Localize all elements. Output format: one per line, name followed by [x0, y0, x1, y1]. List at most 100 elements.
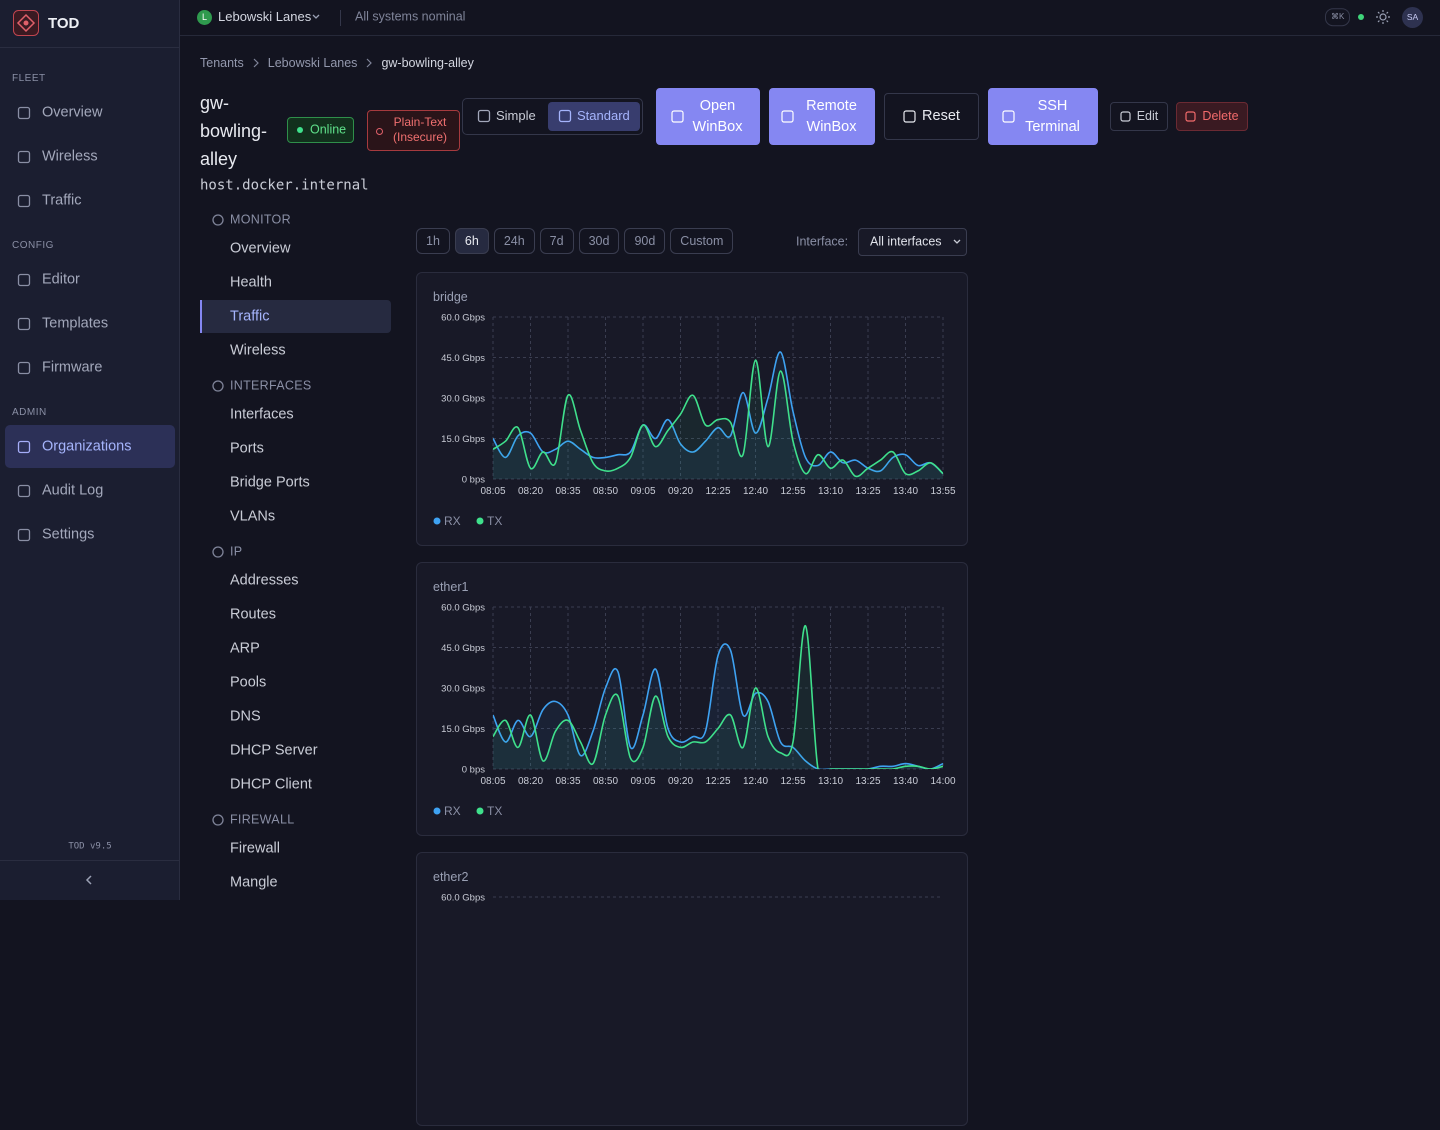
- icon-shape: [17, 484, 31, 498]
- button-icon: [780, 110, 794, 123]
- series-line: [493, 359, 943, 478]
- icon-shape: [17, 317, 31, 331]
- subnav-item[interactable]: DHCP Client: [230, 776, 312, 793]
- x-tick-label: 08:20: [518, 776, 543, 787]
- device-host: host.docker.internal: [200, 177, 369, 194]
- x-tick-label: 08:35: [555, 486, 580, 497]
- time-range-button[interactable]: 1h: [416, 228, 450, 254]
- button-label: SSH Terminal: [1025, 97, 1080, 135]
- subnav-item[interactable]: Wireless: [230, 342, 286, 359]
- subnav-item[interactable]: Overview: [230, 240, 291, 257]
- legend-swatch: [433, 517, 441, 525]
- x-tick-label: 08:05: [480, 486, 505, 497]
- subnav-item[interactable]: Pools: [230, 674, 267, 691]
- user-avatar[interactable]: SA: [1402, 7, 1423, 28]
- icon-shape: [670, 110, 684, 123]
- icon-shape: [903, 110, 916, 123]
- button-label: Delete: [1202, 109, 1239, 123]
- button-icon: [1185, 111, 1197, 122]
- divider: [0, 860, 179, 861]
- nav-item[interactable]: Traffic: [42, 192, 82, 209]
- subnav-item[interactable]: Routes: [230, 606, 276, 623]
- legend-swatch: [433, 807, 441, 815]
- time-range-button[interactable]: Custom: [670, 228, 734, 254]
- x-tick-label: 09:05: [630, 776, 655, 787]
- icon: [477, 109, 491, 123]
- interface-select[interactable]: All interfaces: [858, 228, 967, 256]
- action-button[interactable]: SSH Terminal: [988, 88, 1098, 145]
- collapse-button[interactable]: [82, 873, 96, 887]
- section-label: ADMIN: [12, 407, 47, 418]
- breadcrumb-item[interactable]: Lebowski Lanes: [267, 56, 358, 70]
- icon-shape: [17, 528, 31, 542]
- icon: [17, 273, 31, 287]
- view-option[interactable]: Simple: [467, 102, 545, 131]
- legend-label: RX: [444, 804, 461, 818]
- time-range-button[interactable]: 30d: [578, 228, 620, 254]
- interface-label: Interface:: [796, 234, 849, 249]
- icon-shape: [212, 380, 224, 392]
- nav-item[interactable]: Templates: [42, 315, 109, 332]
- subnav-item[interactable]: Health: [230, 274, 272, 291]
- subnav-item[interactable]: Ports: [230, 440, 264, 457]
- subnav-item[interactable]: DHCP Server: [230, 742, 318, 759]
- divider: [0, 47, 179, 48]
- theme-toggle: [1376, 10, 1390, 24]
- nav-item[interactable]: Organizations: [42, 438, 132, 455]
- subnav-item[interactable]: Addresses: [230, 572, 299, 589]
- subnav-item[interactable]: Mangle: [230, 874, 278, 891]
- x-tick-label: 08:50: [593, 486, 618, 497]
- x-tick-label: 12:25: [705, 486, 730, 497]
- nav-item[interactable]: Overview: [42, 104, 103, 121]
- icon: [212, 546, 224, 558]
- app-version: TOD v9.5: [68, 841, 112, 852]
- view-option-label: Standard: [577, 108, 630, 124]
- active-highlight: [5, 425, 175, 468]
- subnav-item[interactable]: Bridge Ports: [230, 474, 310, 491]
- subnav-item[interactable]: Interfaces: [230, 406, 294, 423]
- button-icon: [1001, 110, 1015, 123]
- sidebar: TOD FLEET Overview Wireless Traffic CONFIG Edi…: [0, 0, 180, 900]
- status-badge: Online: [287, 117, 354, 143]
- x-tick-label: 09:20: [668, 776, 693, 787]
- section-label: FLEET: [12, 73, 46, 84]
- action-button[interactable]: Remote WinBox: [769, 88, 875, 145]
- breadcrumb-item: gw-bowling-alley: [381, 56, 474, 70]
- x-tick-label: 08:20: [518, 486, 543, 497]
- chart: ether1 0 bps 15.0 Gbps 30.0 Gbps 45.0 Gbps 60…: [433, 580, 956, 818]
- icon: [17, 361, 31, 375]
- tenant-selector[interactable]: Lebowski Lanes: [218, 9, 312, 25]
- view-option[interactable]: Standard: [548, 102, 640, 131]
- series-line: [493, 351, 943, 475]
- subnav-item[interactable]: ARP: [230, 640, 260, 657]
- subnav-item[interactable]: VLANs: [230, 508, 276, 525]
- time-range-button[interactable]: 7d: [539, 228, 574, 254]
- breadcrumb-item[interactable]: Tenants: [200, 56, 244, 70]
- y-tick-label: 45.0 Gbps: [441, 353, 485, 364]
- x-tick-label: 12:55: [780, 486, 805, 497]
- chart-title: ether1: [433, 580, 468, 594]
- nav-item[interactable]: Editor: [42, 271, 80, 288]
- y-tick-label: 15.0 Gbps: [441, 724, 485, 735]
- time-range-button[interactable]: 24h: [493, 228, 535, 254]
- action-button[interactable]: Reset: [884, 93, 979, 140]
- action-button[interactable]: Delete: [1176, 102, 1248, 131]
- subnav-item[interactable]: Firewall: [230, 840, 280, 857]
- y-tick-label: 30.0 Gbps: [441, 394, 485, 405]
- nav-item[interactable]: Wireless: [42, 148, 98, 165]
- action-button[interactable]: Open WinBox: [656, 88, 760, 145]
- security-dot: [376, 128, 383, 135]
- divider: [340, 10, 341, 26]
- nav-item[interactable]: Settings: [42, 526, 95, 543]
- active-highlight: [200, 300, 391, 333]
- subnav-item[interactable]: DNS: [230, 708, 261, 725]
- nav-item[interactable]: Audit Log: [42, 482, 104, 499]
- action-button[interactable]: Edit: [1110, 102, 1168, 131]
- time-range-button[interactable]: 6h: [454, 228, 489, 254]
- chevron: [312, 14, 320, 19]
- subnav-item[interactable]: Traffic: [230, 308, 270, 325]
- nav-item[interactable]: Firmware: [42, 359, 103, 376]
- time-range-button[interactable]: 90d: [624, 228, 666, 254]
- chart-title: ether2: [433, 870, 468, 884]
- x-tick-label: 12:40: [743, 776, 768, 787]
